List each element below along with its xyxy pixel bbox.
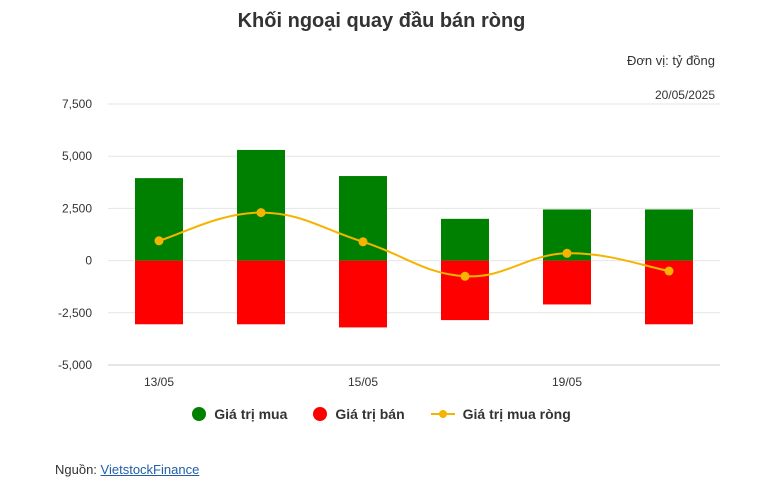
- source-note: Nguồn: VietstockFinance: [55, 462, 199, 477]
- bar-buy: [645, 209, 693, 261]
- y-tick-label: -2,500: [58, 306, 92, 320]
- bar-sell: [543, 260, 591, 305]
- date-label: 20/05/2025: [654, 88, 715, 102]
- net-point: [256, 208, 266, 218]
- legend-item-buy[interactable]: Giá trị mua: [192, 406, 287, 422]
- net-point: [460, 271, 470, 281]
- legend-item-sell[interactable]: Giá trị bán: [313, 406, 405, 422]
- legend-label-sell: Giá trị bán: [335, 406, 405, 422]
- x-tick-label: 15/05: [348, 375, 378, 389]
- bar-sell: [237, 260, 285, 325]
- y-tick-label: 7,500: [62, 97, 92, 111]
- net-point: [664, 266, 674, 276]
- source-link[interactable]: VietstockFinance: [100, 462, 200, 477]
- net-point: [154, 236, 164, 246]
- x-tick-label: 13/05: [144, 375, 174, 389]
- bar-sell: [441, 260, 489, 321]
- chart-title: Khối ngoại quay đầu bán ròng: [237, 10, 526, 32]
- unit-label: Đơn vị: tỷ đồng: [626, 53, 715, 68]
- bar-buy: [441, 218, 489, 261]
- legend-label-net: Giá trị mua ròng: [462, 406, 571, 422]
- bar-buy: [135, 178, 183, 261]
- bar-sell: [339, 260, 387, 328]
- y-tick-label: 0: [85, 254, 92, 268]
- net-point: [562, 248, 572, 258]
- y-tick-label: 2,500: [62, 201, 92, 215]
- legend-item-net[interactable]: Giá trị mua ròng: [430, 406, 571, 422]
- legend-label-buy: Giá trị mua: [214, 406, 288, 422]
- bar-line-chart: 7,500 5,000 2,500 0 -2,500 -5,000 13/05 15/05 19…: [58, 97, 720, 389]
- legend-marker-sell: [313, 407, 328, 421]
- bar-sell: [135, 260, 183, 325]
- legend-marker-buy: [192, 407, 207, 421]
- bar-buy: [237, 149, 285, 261]
- legend-marker-net: [430, 407, 455, 421]
- source-prefix: Nguồn:: [55, 462, 101, 477]
- x-tick-label: 19/05: [552, 375, 582, 389]
- net-point: [358, 237, 368, 247]
- y-tick-label: -5,000: [58, 358, 92, 372]
- net-series-line: [158, 211, 670, 278]
- y-tick-label: 5,000: [62, 149, 92, 163]
- chart-legend: Giá trị mua Giá trị bán Giá trị mua ròng: [0, 406, 763, 422]
